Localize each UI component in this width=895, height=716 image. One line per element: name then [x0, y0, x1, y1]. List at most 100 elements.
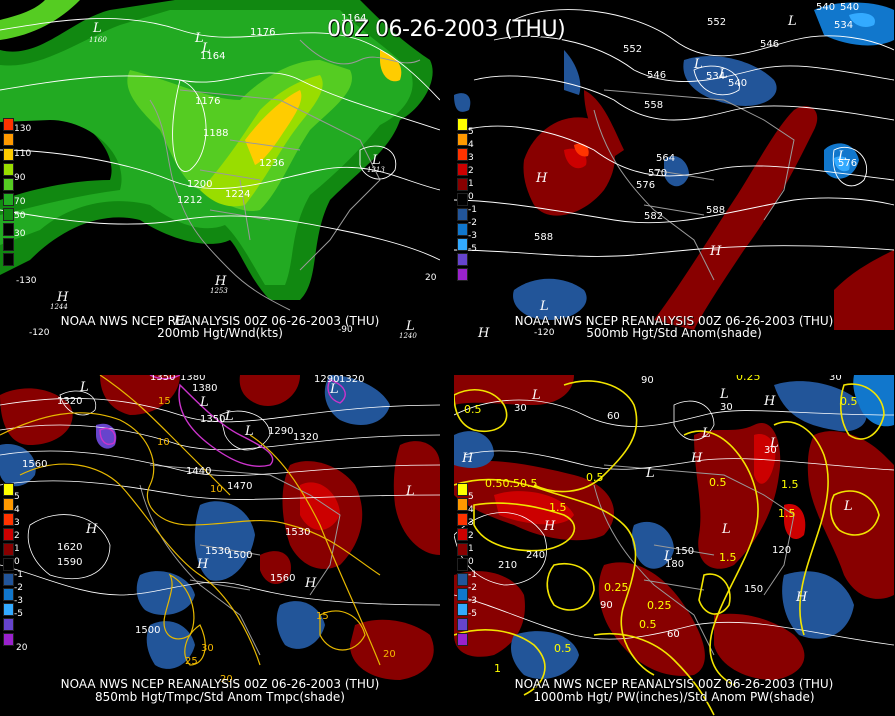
contour-label: 570	[648, 168, 667, 179]
legend-label: 3	[14, 518, 20, 528]
contour-labels: 1164 1176 1164 1176 1188 1236 1200 1212 …	[50, 13, 417, 340]
contour-label: 1470	[227, 481, 252, 492]
panel-subtitle: 200mb Hgt/Wnd(kts)	[157, 326, 283, 340]
legend-label: 4	[468, 140, 474, 150]
contour-label: 1560	[22, 459, 47, 470]
high-center: H	[196, 557, 209, 572]
legend-label: 90	[14, 173, 26, 183]
map-500mb: 540 552 546 552 546 534 540 534 558 564 …	[454, 2, 894, 340]
contour-label: 576	[636, 180, 655, 191]
contour-label: 1530	[205, 546, 230, 557]
low-center: L	[663, 549, 673, 564]
contour-label: 558	[644, 100, 663, 111]
contour-label: 588	[534, 232, 553, 243]
temp-label: 20	[220, 674, 233, 685]
contour-label: 1244	[50, 303, 68, 311]
pressure-centers: L L L L L H H L H	[79, 380, 415, 591]
longitude-labels: -120	[534, 328, 555, 338]
low-center: L	[837, 149, 847, 164]
contour-label: 588	[706, 205, 725, 216]
panel-subtitle: 850mb Hgt/Tmpc/Std Anom Tmpc(shade)	[95, 690, 345, 704]
low-center: L	[787, 14, 797, 29]
temp-label: 10	[157, 437, 170, 448]
pw-label: 0.5	[639, 618, 657, 631]
legend-label: 0	[468, 192, 474, 202]
legend-label: 5	[468, 492, 474, 502]
pw-label: 0.25	[604, 581, 629, 594]
contour-label: 1290	[268, 426, 293, 437]
contour-label: 1350	[200, 414, 225, 425]
panel-source: NOAA NWS NCEP REANALYSIS 00Z 06-26-2003 …	[60, 677, 380, 691]
high-center: H	[304, 576, 317, 591]
temp-label: 15	[158, 396, 171, 407]
legend-label: 50	[14, 211, 26, 221]
pw-label: 0.5	[464, 403, 482, 416]
pw-label: 0.25	[647, 599, 672, 612]
contour-label: 60	[607, 411, 620, 422]
high-center: H	[709, 244, 722, 259]
wind-speed-shading	[0, 0, 433, 300]
legend-label: 1	[14, 544, 20, 554]
legend-label: 4	[468, 505, 474, 515]
pressure-centers: L L H L H H L L	[56, 21, 415, 334]
contour-label: 30	[514, 403, 527, 414]
contour-label: 1620	[57, 542, 82, 553]
temp-label: 15	[316, 611, 329, 622]
legend-label: -5	[468, 244, 477, 254]
legend-label: -1	[14, 570, 23, 580]
pw-label: 1.5	[778, 507, 796, 520]
temp-label: 30	[201, 643, 214, 654]
anomaly-legend	[457, 118, 469, 283]
panel-1000mb-height-pw: 90 30 60 30 0.25 30 0.5 0.5 30 0.5 0.50.…	[454, 375, 894, 716]
contour-label: 1380	[192, 383, 217, 394]
low-center: L	[718, 67, 728, 82]
panel-500mb-height-anomaly: 540 552 546 552 546 534 540 534 558 564 …	[454, 0, 894, 340]
low-center: L	[329, 382, 339, 397]
pw-label: 1.5	[781, 478, 799, 491]
legend-label: 3	[468, 153, 474, 163]
contour-label: 1380	[180, 375, 205, 383]
legend-label: 2	[468, 531, 474, 541]
height-contours	[454, 399, 894, 646]
contour-label: 1188	[203, 128, 228, 139]
contour-label: 1164	[200, 51, 225, 62]
contour-label: 1500	[227, 550, 252, 561]
contour-label: 30	[764, 445, 777, 456]
contour-label: 30	[829, 375, 842, 383]
contour-label: 1200	[187, 179, 212, 190]
pw-label: 1.5	[719, 551, 737, 564]
legend-label: 1	[468, 544, 474, 554]
contour-label: 1320	[293, 432, 318, 443]
contour-label: 540	[816, 2, 835, 13]
low-center: L	[769, 436, 779, 451]
map-200mb: 1164 1176 1164 1176 1188 1236 1200 1212 …	[0, 0, 440, 340]
panel-subtitle: 1000mb Hgt/ PW(inches)/Std Anom PW(shade…	[533, 690, 815, 704]
height-contours	[0, 390, 440, 606]
freezing-contour	[99, 375, 346, 467]
low-center: L	[719, 387, 729, 402]
pw-label: 0.5	[554, 642, 572, 655]
pressure-centers: L L L L H H L H	[477, 14, 847, 340]
panel-source: NOAA NWS NCEP REANALYSIS 00Z 06-26-2003 …	[60, 314, 380, 328]
panel-850mb-height-temp: 1350 1380 1320 1320 1380 1350 1290 1320 …	[0, 375, 440, 716]
legend-label: 4	[14, 505, 20, 515]
contour-label: 1320	[57, 396, 82, 407]
map-850mb: 1350 1380 1320 1320 1380 1350 1290 1320 …	[0, 375, 440, 685]
contour-label: 60	[667, 629, 680, 640]
legend-label: -2	[468, 218, 477, 228]
contour-label: 540	[728, 78, 747, 89]
pw-label: 0.5	[586, 471, 604, 484]
panel-source: NOAA NWS NCEP REANALYSIS 00Z 06-26-2003 …	[514, 677, 834, 691]
contour-label: 1240	[399, 332, 417, 340]
low-center: L	[92, 21, 102, 36]
low-center: L	[701, 426, 711, 441]
contour-label: 1350	[150, 375, 175, 383]
legend-label: 110	[14, 149, 32, 159]
contour-label: 150	[675, 546, 694, 557]
legend-label: -3	[14, 596, 23, 606]
contour-label: 564	[656, 153, 675, 164]
contour-label: 546	[647, 70, 666, 81]
temp-label: 20	[383, 649, 396, 660]
legend-label: 2	[468, 166, 474, 176]
contour-label: 534	[834, 20, 853, 31]
